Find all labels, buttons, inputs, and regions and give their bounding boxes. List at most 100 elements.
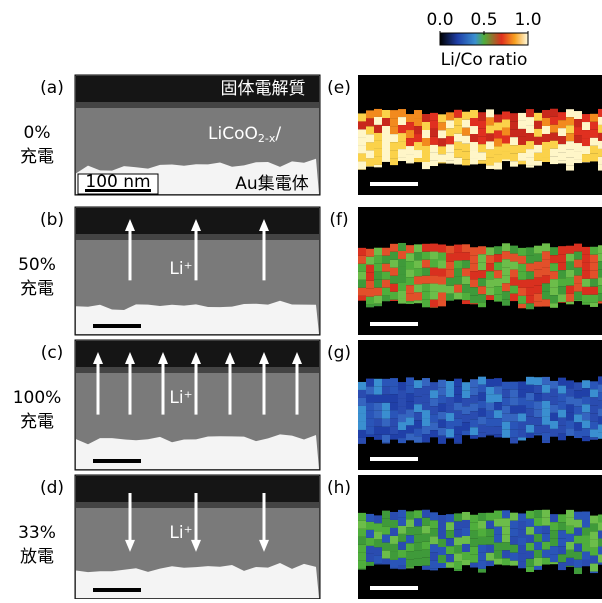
map-cell [438,252,446,260]
map-cell [502,382,510,390]
map-cell [430,422,438,430]
map-cell [550,522,558,530]
map-cell [366,118,374,126]
map-cell [446,514,454,522]
map-cell [438,412,446,420]
map-cell [550,271,558,279]
map-cell [598,125,602,133]
map-cell [406,385,414,393]
map-cell [374,555,382,563]
map-cell [374,523,382,531]
map-cell [574,568,582,574]
map-cell [550,405,558,413]
map-cell [534,550,542,558]
map-cell [582,520,590,528]
map-cell [510,294,518,301]
map-cell [534,278,542,286]
scale-label: 100 nm [85,172,150,192]
map-cell [598,376,602,384]
map-cell [510,430,518,438]
map-cell [462,390,470,398]
map-cell [390,244,398,252]
map-cell [358,569,366,570]
map-cell [454,142,462,150]
map-cell [366,142,374,150]
map-cell [486,411,494,419]
map-cell [510,286,518,294]
map-cell [382,519,390,527]
map-cell [590,295,598,303]
colorbar-tick-label: 0.0 [426,10,453,30]
map-cell [422,534,430,542]
map-cell [558,136,566,144]
map-cell [494,543,502,551]
map-cell [478,160,486,164]
map-cell [454,150,462,158]
map-cell [406,162,414,163]
map-cell [534,302,542,307]
map-cell [510,561,518,566]
map-cell [486,149,494,157]
map-cell [526,303,534,309]
map-cell [374,379,382,387]
map-cell [518,113,526,121]
map-cell [510,390,518,398]
map-cell [518,389,526,397]
map-cell [582,552,590,560]
map-cell [470,287,478,295]
map-cell [510,129,518,137]
map-cell [542,275,550,283]
map-cell [494,386,502,394]
map-cell [462,528,470,536]
map-cell [438,276,446,284]
map-cell [550,247,558,255]
map-cell [582,404,590,412]
map-cell [566,246,574,254]
ion-label: Li⁺ [169,523,192,543]
map-cell [358,414,366,422]
scale-bar [93,588,141,592]
map-cell [518,413,526,421]
map-cell [510,545,518,553]
map-cell [574,552,582,560]
map-cell [414,412,422,420]
map-cell [446,262,454,270]
cathode-part: LiCoO [208,124,258,144]
map-cell [534,425,542,433]
map-cell [574,512,582,520]
map-cell [470,271,478,279]
map-cell [398,109,406,117]
map-cell [502,510,510,518]
map-cell [414,268,422,276]
map-cell [510,438,518,444]
panel-label: (e) [327,78,351,98]
map-cell [502,283,510,291]
map-cell [406,401,414,409]
map-cell [382,272,390,280]
map-cell [542,510,550,518]
map-cell [374,395,382,403]
map-cell [390,252,398,260]
map-cell [438,292,446,300]
map-cell [462,152,470,160]
map-cell [510,422,518,430]
map-cell [534,145,542,153]
map-cell [382,150,390,158]
map-cell [494,122,502,130]
map-cell [582,420,590,428]
map-cell [542,259,550,267]
map-cell [470,126,478,134]
map-cell [550,133,558,141]
map-cell [446,554,454,562]
map-cell [534,161,542,166]
map-cell [358,406,366,414]
map-cell [598,293,602,301]
map-cell [374,133,382,141]
map-cell [502,558,510,565]
map-cell [406,433,414,440]
map-cell [430,244,438,252]
map-cell [414,534,422,542]
map-cell [470,303,478,304]
map-cell [590,548,598,556]
map-cell [358,438,366,444]
